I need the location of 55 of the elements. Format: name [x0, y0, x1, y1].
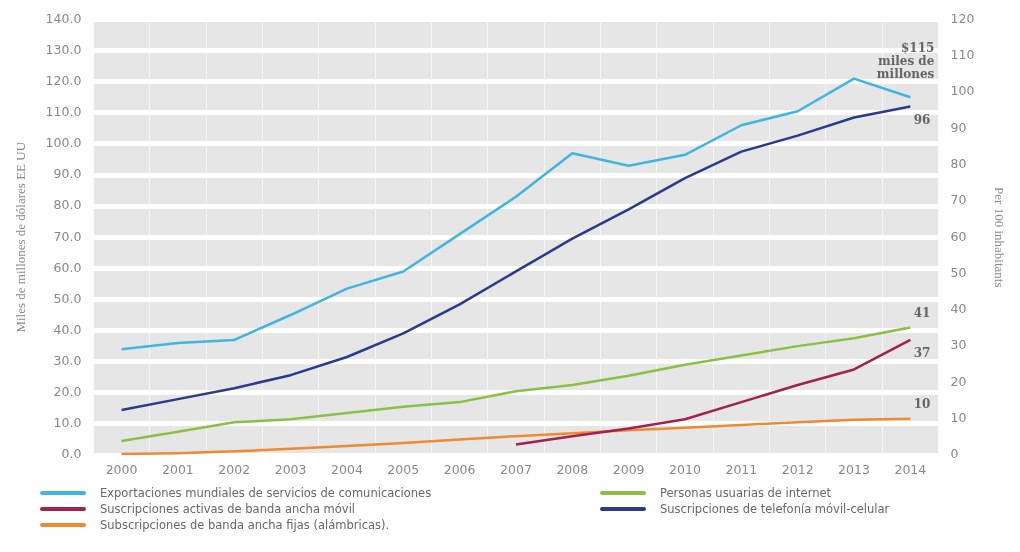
- y-tick-label: 30.0: [53, 352, 82, 368]
- legend-label: Suscripciones de telefonía móvil-celular: [660, 502, 890, 516]
- data-label: 41: [913, 305, 931, 320]
- legend-label: Personas usuarias de internet: [660, 486, 832, 500]
- y-tick-label: 70.0: [53, 228, 82, 244]
- y2-tick-label: 30: [950, 337, 967, 353]
- y2-tick-label: 90: [950, 119, 967, 135]
- y-tick-label: 60.0: [53, 259, 82, 275]
- x-tick-label: 2009: [612, 461, 645, 477]
- x-tick-label: 2010: [669, 461, 701, 477]
- y2-tick-label: 100: [950, 83, 975, 99]
- x-tick-label: 2014: [894, 461, 927, 477]
- x-tick-label: 2006: [443, 461, 476, 477]
- data-label: 37: [913, 346, 931, 361]
- y2-tick-label: 10: [950, 409, 967, 425]
- x-tick-label: 2005: [387, 461, 420, 477]
- x-tick-label: 2002: [218, 461, 251, 477]
- x-tick-label: 2003: [274, 461, 307, 477]
- legend-label: Subscripciones de banda ancha fijas (alámbricas).: [100, 518, 390, 532]
- x-tick-label: 2012: [781, 461, 814, 477]
- y-tick-label: 120.0: [45, 72, 82, 88]
- y2-tick-label: 110: [950, 47, 975, 63]
- y-axis-title: Miles de millones de dólares EE UU: [13, 141, 29, 333]
- x-tick-label: 2013: [838, 461, 870, 477]
- y-tick-label: 100.0: [45, 135, 82, 151]
- y2-tick-label: 0: [950, 446, 959, 462]
- x-tick-label: 2001: [161, 461, 194, 477]
- x-tick-label: 2004: [331, 461, 363, 477]
- y-tick-label: 50.0: [53, 290, 82, 306]
- y2-tick-label: 60: [950, 228, 967, 244]
- y2-tick-label: 80: [950, 155, 967, 171]
- x-tick-label: 2011: [725, 461, 758, 477]
- y2-tick-label: 120: [950, 10, 975, 26]
- y2-tick-label: 70: [950, 192, 967, 208]
- data-label: 10: [913, 396, 931, 411]
- x-tick-label: 2007: [500, 461, 532, 477]
- legend-label: Exportaciones mundiales de servicios de comunicaciones: [100, 486, 432, 500]
- y-tick-label: 0.0: [61, 446, 82, 462]
- y-tick-label: 40.0: [53, 321, 82, 337]
- data-label: 96: [913, 112, 931, 127]
- y2-tick-label: 20: [950, 373, 967, 389]
- y-tick-label: 90.0: [53, 166, 82, 182]
- y-tick-label: 80.0: [53, 197, 82, 213]
- y2-tick-label: 40: [950, 301, 967, 317]
- y-tick-label: 140.0: [45, 10, 82, 26]
- legend-label: Suscripciones activas de banda ancha móvil: [100, 502, 356, 516]
- x-tick-label: 2000: [105, 461, 138, 477]
- y-tick-label: 130.0: [45, 41, 82, 57]
- y2-tick-label: 50: [950, 264, 967, 280]
- y-tick-label: 10.0: [53, 415, 82, 431]
- y-tick-label: 20.0: [53, 384, 82, 400]
- y2-axis-title: Per 100 inhabitants: [991, 187, 1007, 288]
- data-label: $115 miles de millones: [876, 41, 935, 82]
- x-tick-label: 2008: [556, 461, 589, 477]
- y-tick-label: 110.0: [45, 104, 82, 120]
